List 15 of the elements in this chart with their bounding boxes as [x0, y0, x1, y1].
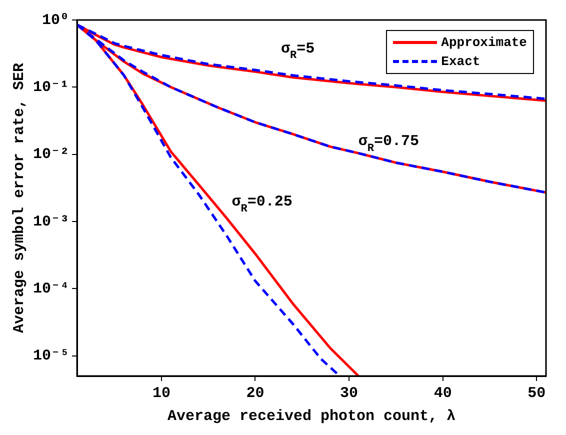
- y-tick-label: 10⁻⁵: [32, 348, 70, 365]
- y-tick-label: 10⁻¹: [32, 78, 70, 96]
- y-tick-label: 10⁰: [42, 12, 70, 29]
- y-tick-label: 10⁻²: [32, 146, 70, 164]
- legend-label: Approximate: [441, 34, 527, 52]
- y-tick-label: 10⁻³: [32, 213, 70, 230]
- x-tick-label: 50: [528, 384, 546, 402]
- y-tick-label: 10⁻⁴: [32, 280, 70, 298]
- x-tick-label: 20: [246, 384, 264, 402]
- x-axis-title: Average received photon count, λ: [167, 408, 456, 425]
- x-tick-label: 40: [434, 384, 452, 402]
- legend-label: Exact: [441, 53, 480, 71]
- y-axis-title: Average symbol error rate, SER: [10, 62, 28, 334]
- x-tick-label: 30: [340, 384, 358, 402]
- x-tick-label: 10: [152, 384, 170, 402]
